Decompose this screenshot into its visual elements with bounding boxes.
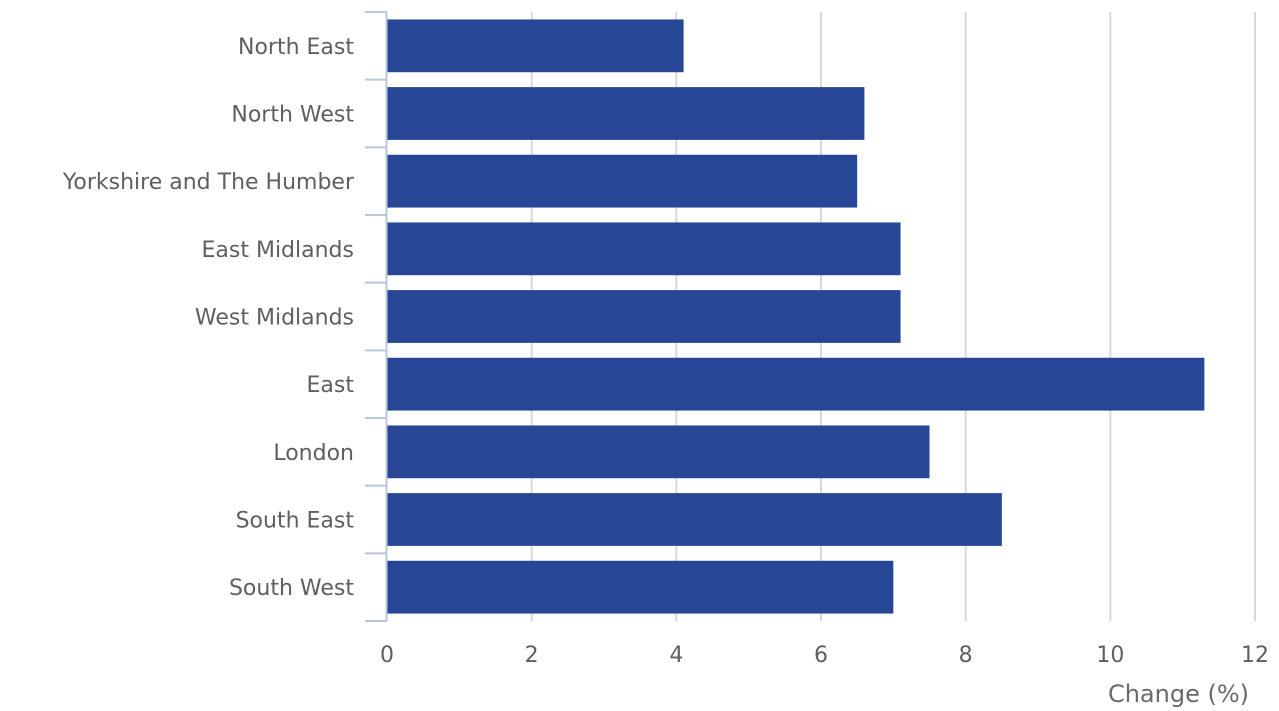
bar [387,425,930,479]
x-tick-label: 12 [1241,643,1269,668]
category-label: West Midlands [195,306,354,331]
bar [387,357,1205,411]
x-axis-title: Change (%) [1108,680,1249,708]
bar [387,493,1002,546]
bars [387,19,1205,614]
category-label: Yorkshire and The Humber [62,170,355,195]
x-tick-label: 6 [814,643,828,668]
bar [387,290,901,343]
x-tick-label: 4 [669,643,683,668]
category-label: East Midlands [202,238,355,263]
category-label: East [307,373,355,398]
category-label: North East [238,35,354,60]
bar [387,222,901,276]
y-axis [365,11,388,622]
category-label: South West [229,576,354,601]
category-label: North West [231,103,354,128]
bar [387,154,858,208]
bar [387,19,684,73]
category-labels: North East North West Yorkshire and The Hu… [62,35,355,601]
x-tick-label: 0 [380,643,394,668]
x-tick-labels: 0 2 4 6 8 10 12 [380,643,1269,668]
bar [387,560,894,614]
x-tick-label: 8 [959,643,973,668]
x-tick-label: 2 [525,643,539,668]
x-tick-label: 10 [1096,643,1124,668]
bar [387,87,865,140]
category-label: South East [236,509,355,534]
category-label: London [273,441,354,466]
